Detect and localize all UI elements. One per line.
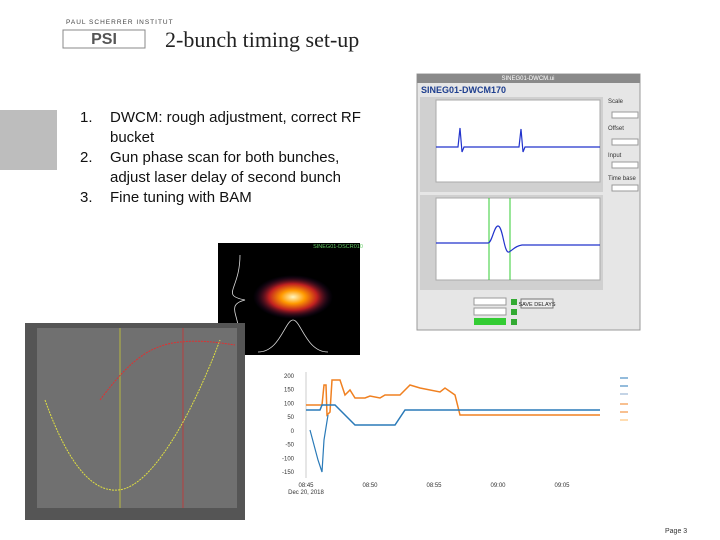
scan-curve <box>44 339 221 491</box>
field <box>474 318 506 325</box>
plot-bottom <box>435 197 601 281</box>
side-block <box>0 110 57 170</box>
x-tick-label: 09:00 <box>490 483 506 489</box>
scan-curve <box>99 340 236 401</box>
control-label: Input <box>608 153 622 159</box>
trend-chart: Dec 20, 2018 200 150 100 50 0 -50 -100 -150 08:4… <box>282 372 628 496</box>
list-number: 1. <box>80 109 93 126</box>
camera-title: SINEG01-DSCR010 <box>313 244 363 250</box>
y-tick-label: 200 <box>284 374 295 380</box>
control-field <box>611 161 639 169</box>
scan-plot <box>37 328 237 508</box>
led <box>511 309 517 315</box>
y-tick-label: 150 <box>284 388 295 394</box>
device-name: SINEG01-DWCM170 <box>421 85 506 95</box>
list-text: Gun phase scan for both bunches, adjust … <box>110 149 341 186</box>
y-tick-label: 0 <box>291 429 295 435</box>
y-tick-label: 50 <box>287 415 294 421</box>
plot-bottom-trace <box>436 225 600 253</box>
led <box>511 319 517 325</box>
list-text: Fine tuning with BAM <box>110 189 252 206</box>
control-field <box>611 111 639 119</box>
list-text: DWCM: rough adjustment, correct RF bucke… <box>110 109 361 146</box>
y-tick-label: -150 <box>282 470 295 476</box>
logo-text: PAUL SCHERRER INSTITUT <box>66 19 174 26</box>
profile <box>232 254 246 341</box>
control-field <box>611 138 639 146</box>
bullet-list: 1. DWCM: rough adjustment, correct RF buc… <box>80 108 400 208</box>
y-tick-label: -100 <box>282 456 295 462</box>
slide-title: 2-bunch timing set-up <box>165 27 359 52</box>
dwcm-window: SINEG01-DWCM.ui SINEG01-DWCM170 Scale Of… <box>416 73 641 331</box>
list-item: 2. Gun phase scan for both bunches, adjus… <box>80 148 400 188</box>
field <box>473 297 507 306</box>
list-number: 3. <box>80 189 93 206</box>
control-label: Time base <box>608 176 636 182</box>
x-tick-label: 09:05 <box>554 483 570 489</box>
trend-line <box>309 414 329 473</box>
led <box>511 299 517 305</box>
plot-top-trace <box>436 127 600 153</box>
control-label: Offset <box>608 126 624 132</box>
x-tick-label: 08:50 <box>362 483 378 489</box>
window-titlebar <box>417 74 640 83</box>
trend-date: Dec 20, 2018 <box>288 490 324 496</box>
y-tick-label: -50 <box>285 443 294 449</box>
save-button-label: SAVE DELAYS <box>518 302 555 308</box>
list-item: 1. DWCM: rough adjustment, correct RF buc… <box>80 108 400 148</box>
plot-top <box>435 99 601 183</box>
page-number: Page 3 <box>665 528 687 535</box>
window-title: SINEG01-DWCM.ui <box>501 76 554 82</box>
y-tick-label: 100 <box>284 401 295 407</box>
profile <box>257 319 329 353</box>
list-number: 2. <box>80 149 93 166</box>
control-field <box>611 184 639 192</box>
control-label: Scale <box>608 99 624 105</box>
beam-spot <box>253 275 333 319</box>
logo-mark: PSI <box>91 31 117 48</box>
save-button[interactable] <box>520 298 554 309</box>
x-tick-label: 08:55 <box>426 483 442 489</box>
field <box>473 307 507 316</box>
list-item: 3. Fine tuning with BAM <box>80 188 400 208</box>
trend-line <box>306 404 600 426</box>
x-tick-label: 08:45 <box>298 483 314 489</box>
logo-box <box>62 29 146 49</box>
